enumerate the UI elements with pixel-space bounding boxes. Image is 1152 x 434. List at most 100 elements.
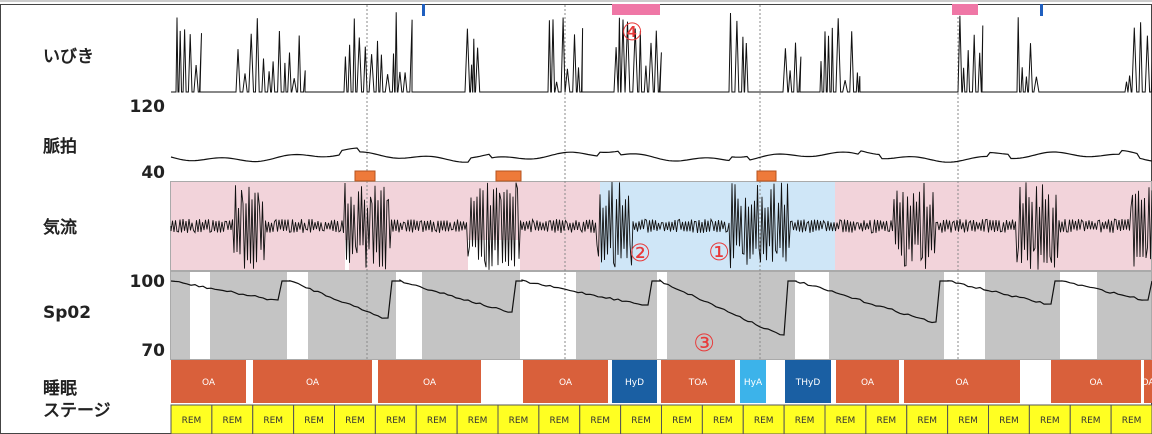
respiratory-event-12 — [1144, 360, 1152, 403]
sleep-stage-label-15: REM — [754, 416, 774, 426]
spo2-band-9 — [1097, 272, 1152, 359]
spo2-band-6 — [667, 272, 795, 359]
pulse-trace — [170, 147, 1152, 163]
spo2-band-2 — [210, 272, 287, 359]
respiratory-event-label-8: THyD — [795, 378, 821, 388]
respiratory-event-label-5: HyD — [625, 378, 644, 388]
respiratory-event-2 — [253, 360, 372, 403]
arousal-bar-3 — [756, 170, 777, 182]
respiratory-event-label-3: OA — [423, 378, 437, 388]
respiratory-event-6 — [661, 360, 735, 403]
snore-label: いびき — [43, 47, 94, 67]
sleep-stage-label-16: REM — [795, 416, 815, 426]
sleep-stage-label-23: REM — [1081, 416, 1101, 426]
sleep-stage-label-9: REM — [509, 416, 529, 426]
respiratory-event-8 — [785, 360, 831, 403]
spo2-label: Sp02 — [43, 303, 92, 323]
snore-trace — [171, 12, 1152, 93]
sleep-stage-cell-19 — [906, 404, 949, 434]
sleep-stage-cell-15 — [742, 404, 785, 434]
spo2-band-7 — [829, 272, 944, 359]
pulse-label: 脈拍 — [43, 137, 77, 157]
sleep-stage-label-2: REM — [222, 416, 242, 426]
sleep-stage-label-10: REM — [549, 416, 569, 426]
respiratory-event-5 — [612, 360, 657, 403]
spo2-band-8 — [985, 272, 1060, 359]
respiratory-event-label-4: OA — [559, 378, 573, 388]
respiratory-event-label-11: OA — [1089, 378, 1103, 388]
sleep-stage-label-11: REM — [590, 416, 610, 426]
sleep-stage-label-24: REM — [1122, 416, 1142, 426]
respiratory-event-4 — [523, 360, 608, 403]
sleep-stage-cell-1 — [170, 404, 213, 434]
sleep-stage-label-20: REM — [958, 416, 978, 426]
sleep-stage-cell-6 — [374, 404, 417, 434]
sleep-stage-label-12: REM — [631, 416, 651, 426]
sleep-stage-label-13: REM — [672, 416, 692, 426]
respiratory-event-9 — [836, 360, 899, 403]
top-tick-2 — [1040, 4, 1043, 16]
circled-marker-m2: ② — [629, 239, 651, 267]
circled-marker-m1: ① — [708, 238, 730, 266]
spo2-max-tick: 100 — [129, 272, 166, 292]
circled-marker-m4: ④ — [621, 18, 643, 46]
spo2-min-tick: 70 — [141, 341, 165, 361]
respiratory-event-label-6: TOA — [688, 378, 708, 388]
sleep-stage-label-7: REM — [427, 416, 447, 426]
sleep-stage-cell-10 — [538, 404, 581, 434]
respiratory-event-7 — [740, 360, 766, 403]
respiratory-event-label-9: OA — [861, 378, 875, 388]
sleep-stage-cell-8 — [456, 404, 499, 434]
sleep-stage-label-4: REM — [304, 416, 324, 426]
sleep-stage-label-18: REM — [876, 416, 896, 426]
sleep-stage-label-1: REM — [182, 416, 202, 426]
respiratory-event-11 — [1051, 360, 1141, 403]
pulse-min-tick: 40 — [141, 163, 165, 183]
sleep-stage-label-3: REM — [263, 416, 283, 426]
spo2-band-4 — [422, 272, 520, 359]
respiratory-event-1 — [171, 360, 246, 403]
sleep-stage-cell-20 — [947, 404, 989, 434]
sleep-stage-label-17: REM — [836, 416, 856, 426]
arousal-bar-2 — [495, 170, 522, 182]
respiratory-event-10 — [904, 360, 1020, 403]
airflow-trace — [170, 181, 1152, 270]
respiratory-event-3 — [378, 360, 481, 403]
stage-label-line2: ステージ — [43, 401, 111, 421]
sleep-stage-label-6: REM — [386, 416, 406, 426]
spo2-trace — [170, 278, 1152, 336]
arousal-bar-1 — [354, 170, 376, 182]
sleep-stage-cell-24 — [1110, 404, 1152, 434]
sleep-stage-cell-22 — [1028, 404, 1071, 434]
airflow-label: 気流 — [43, 218, 77, 238]
sleep-stage-label-19: REM — [917, 416, 937, 426]
sleep-stage-cell-2 — [211, 404, 254, 434]
sleep-stage-cell-14 — [701, 404, 744, 434]
pulse-max-tick: 120 — [129, 97, 166, 117]
spo2-band-3 — [308, 272, 396, 359]
sleep-stage-label-8: REM — [468, 416, 488, 426]
stage-label-line1: 睡眠 — [43, 379, 77, 399]
sleep-stage-label-21: REM — [999, 416, 1019, 426]
sleep-stage-label-14: REM — [713, 416, 733, 426]
top-tick-1 — [422, 4, 425, 16]
sleep-stage-cell-4 — [293, 404, 335, 434]
sleep-stage-cell-5 — [334, 404, 376, 434]
sleep-stage-label-22: REM — [1040, 416, 1060, 426]
respiratory-event-label-1: OA — [202, 378, 216, 388]
respiratory-event-label-12: OA — [1141, 378, 1152, 388]
spo2-band-5 — [576, 272, 657, 359]
circled-marker-m3: ③ — [693, 329, 715, 357]
airflow-band-2 — [345, 182, 465, 270]
top-flag-2 — [952, 4, 978, 15]
respiratory-event-label-7: HyA — [744, 378, 763, 388]
respiratory-event-label-2: OA — [306, 378, 320, 388]
sleep-stage-cell-13 — [661, 404, 703, 434]
top-flag-1 — [612, 4, 660, 15]
sleep-stage-cell-17 — [824, 404, 867, 434]
sleep-stage-label-5: REM — [345, 416, 365, 426]
sleep-stage-cell-3 — [252, 404, 295, 434]
respiratory-event-label-10: OA — [955, 378, 969, 388]
